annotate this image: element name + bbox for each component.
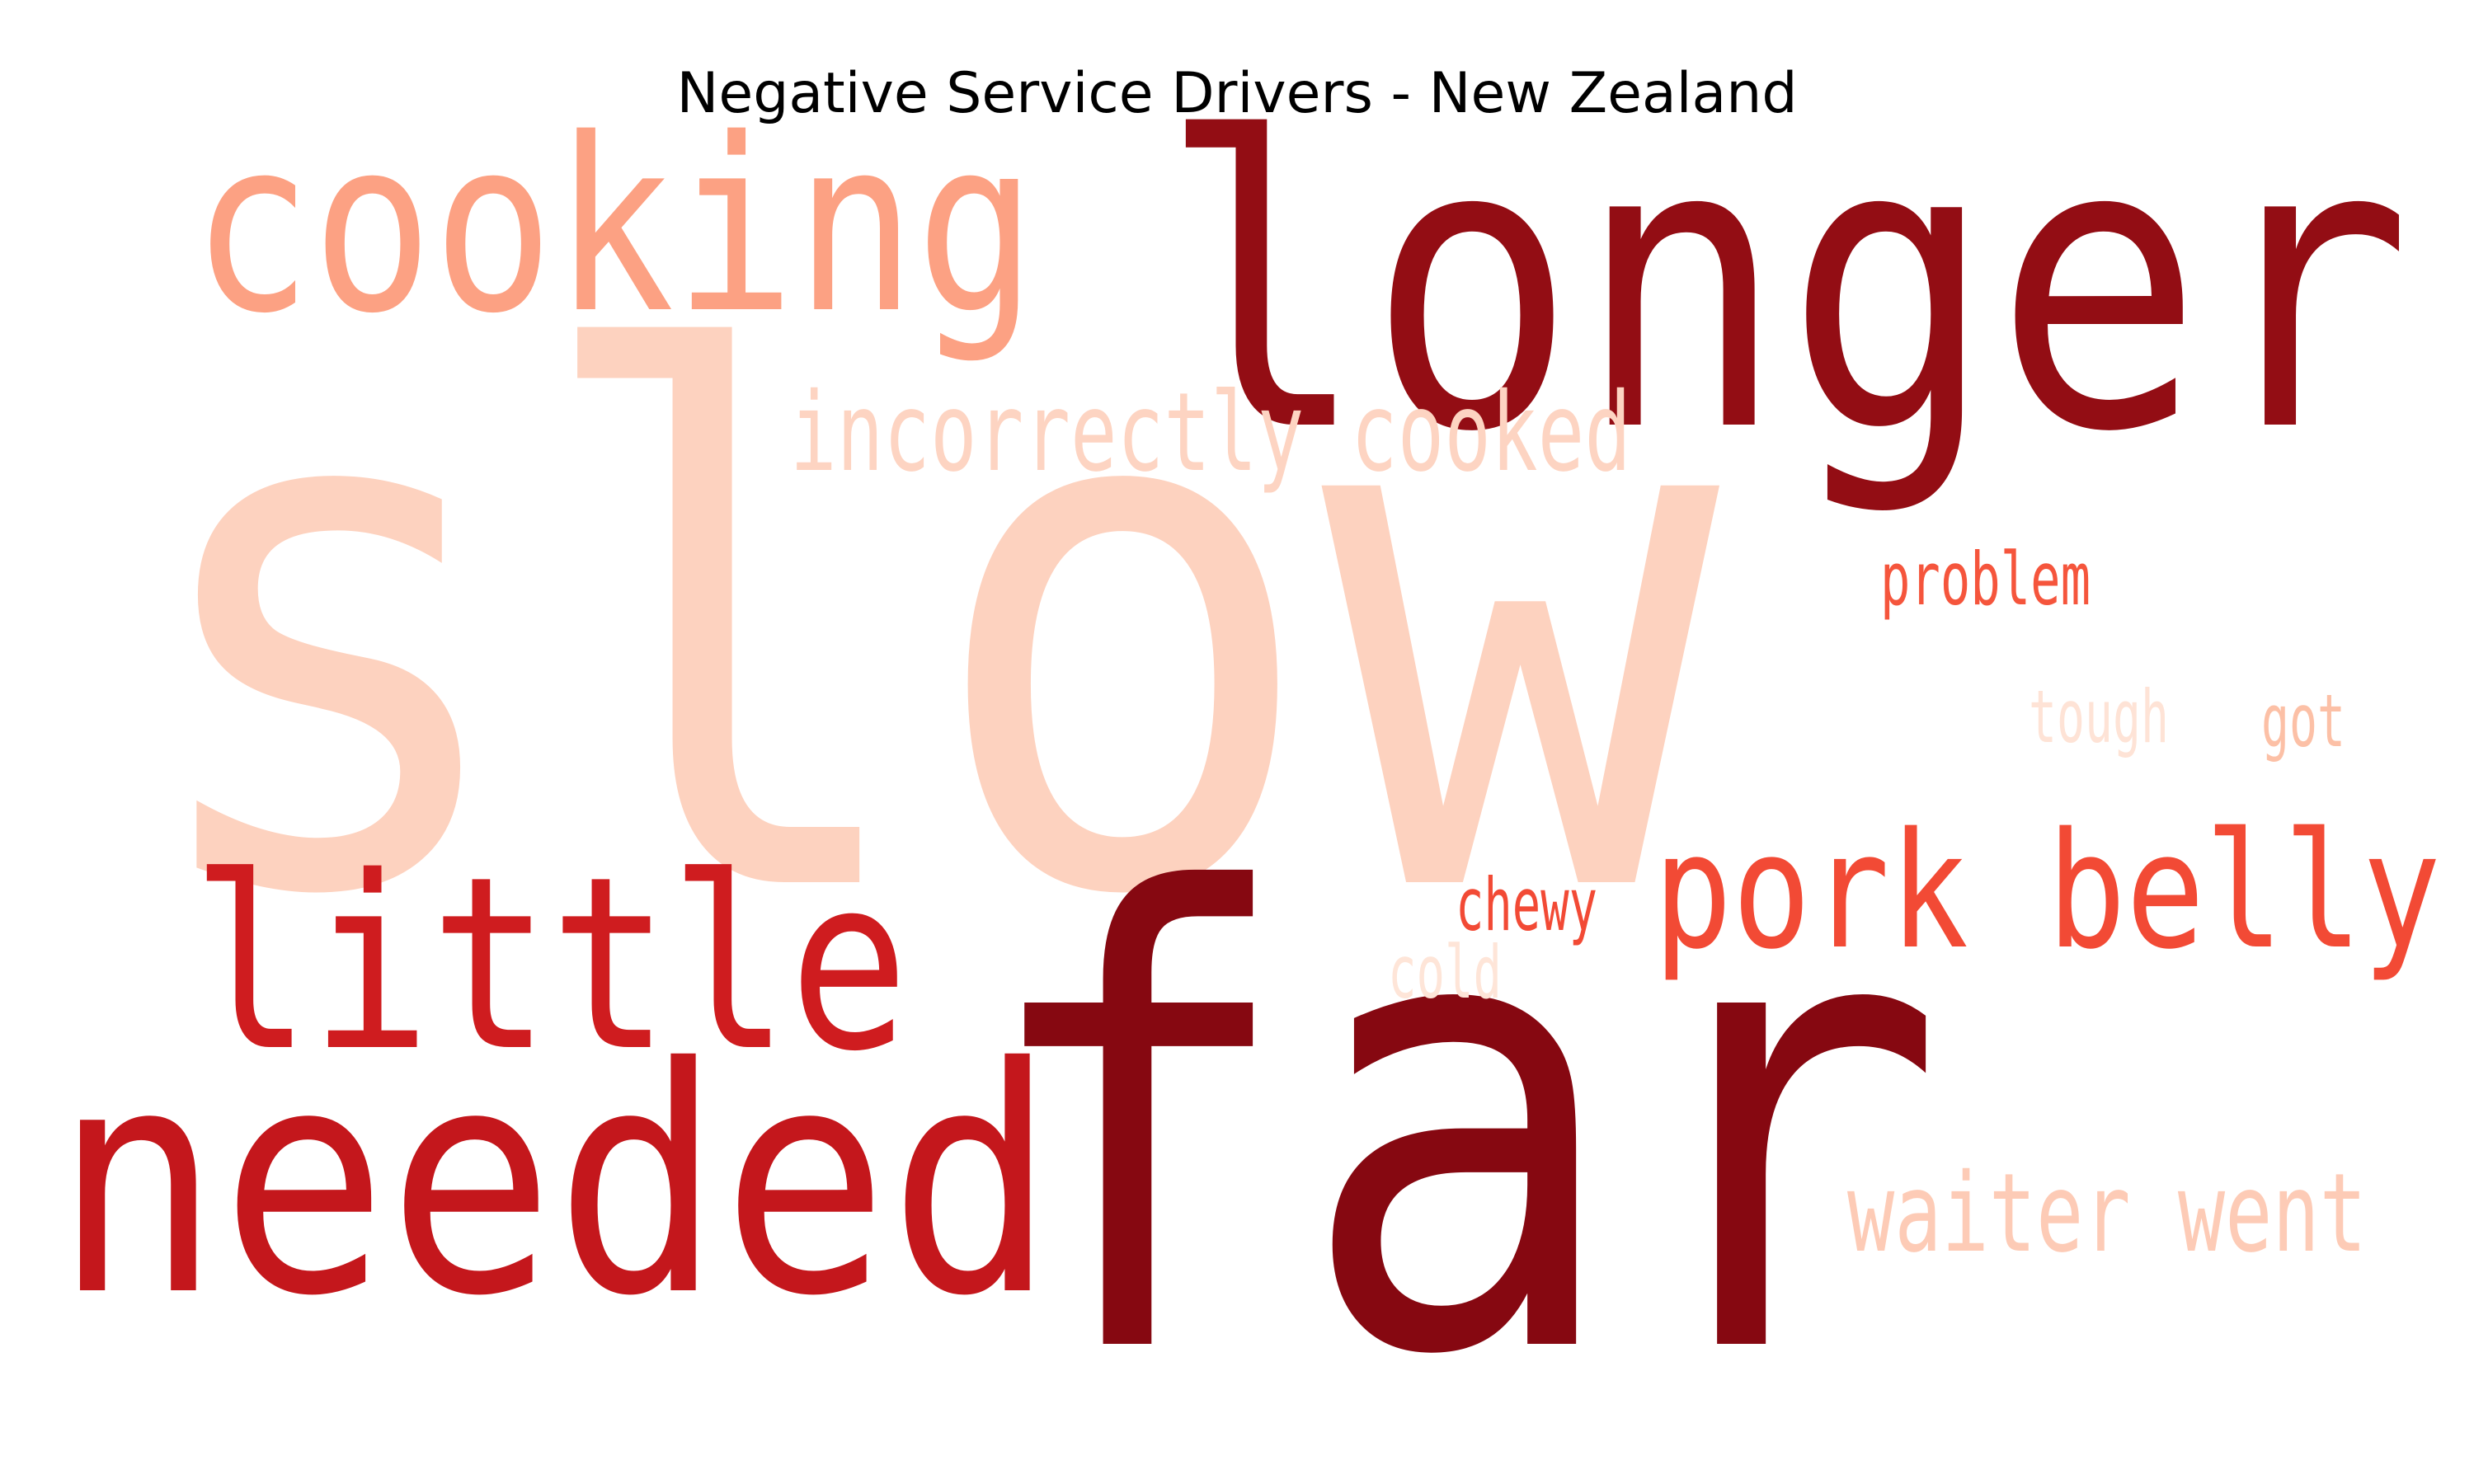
word-waiter-went: waiter went [1847, 1150, 2367, 1277]
word-chewy: chewy [1456, 862, 1597, 947]
word-pork-belly: pork belly [1653, 798, 2441, 984]
word-cold: cold [1388, 930, 1502, 1015]
word-problem: problem [1880, 537, 2091, 622]
word-longer: longer [1159, 55, 2412, 519]
word-slow: slow [128, 209, 1724, 1054]
word-needed: needed [54, 1002, 1056, 1364]
word-tough: tough [2029, 674, 2169, 759]
word-little: little [191, 826, 909, 1104]
word-cooking: cooking [191, 88, 1037, 366]
word-incorrectly-cooked: incorrectly cooked [790, 369, 1631, 496]
chart-title: Negative Service Drivers - New Zealand [676, 61, 1798, 126]
word-far: far [973, 764, 1946, 1484]
word-got: got [2261, 679, 2345, 763]
